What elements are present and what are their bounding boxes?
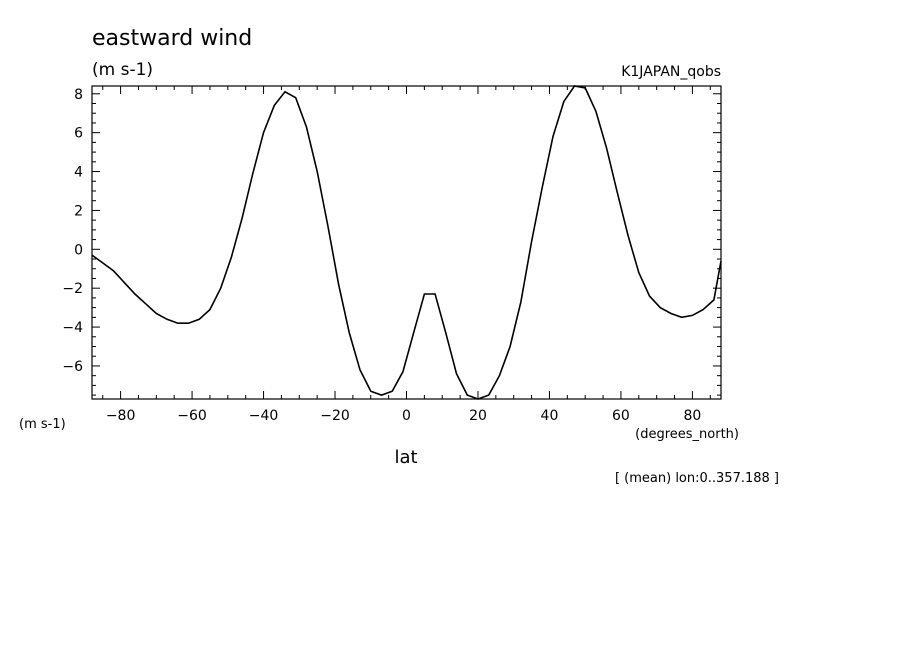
plot-frame <box>91 85 722 400</box>
x-tick-label: −20 <box>320 408 350 424</box>
eastward-wind-line <box>91 85 722 400</box>
chart-subtitle: (m s-1) <box>92 60 153 80</box>
x-tick-label: 60 <box>612 408 630 424</box>
x-tick-label: −40 <box>249 408 279 424</box>
footnote: [ (mean) lon:0..357.188 ] <box>615 471 779 486</box>
chart-title: eastward wind <box>92 26 252 51</box>
x-axis-units: (degrees_north) <box>635 427 739 442</box>
y-tick-label: −4 <box>62 320 83 336</box>
x-tick-label: 20 <box>469 408 487 424</box>
y-tick-label: 0 <box>74 242 83 258</box>
x-axis-label: lat <box>394 447 417 468</box>
y-tick-label: 8 <box>74 87 83 103</box>
x-tick-label: −80 <box>106 408 136 424</box>
x-tick-label: −60 <box>177 408 207 424</box>
dataset-label: K1JAPAN_qobs <box>621 64 721 80</box>
x-tick-label: 0 <box>402 408 411 424</box>
y-tick-label: 4 <box>74 165 83 181</box>
y-tick-label: −2 <box>62 281 83 297</box>
y-tick-label: −6 <box>62 359 83 375</box>
axis-ticks <box>92 86 721 399</box>
y-tick-label: 6 <box>74 126 83 142</box>
y-tick-label: 2 <box>74 203 83 219</box>
x-tick-label: 80 <box>683 408 701 424</box>
x-tick-label: 40 <box>541 408 559 424</box>
y-axis-units: (m s-1) <box>19 417 66 432</box>
